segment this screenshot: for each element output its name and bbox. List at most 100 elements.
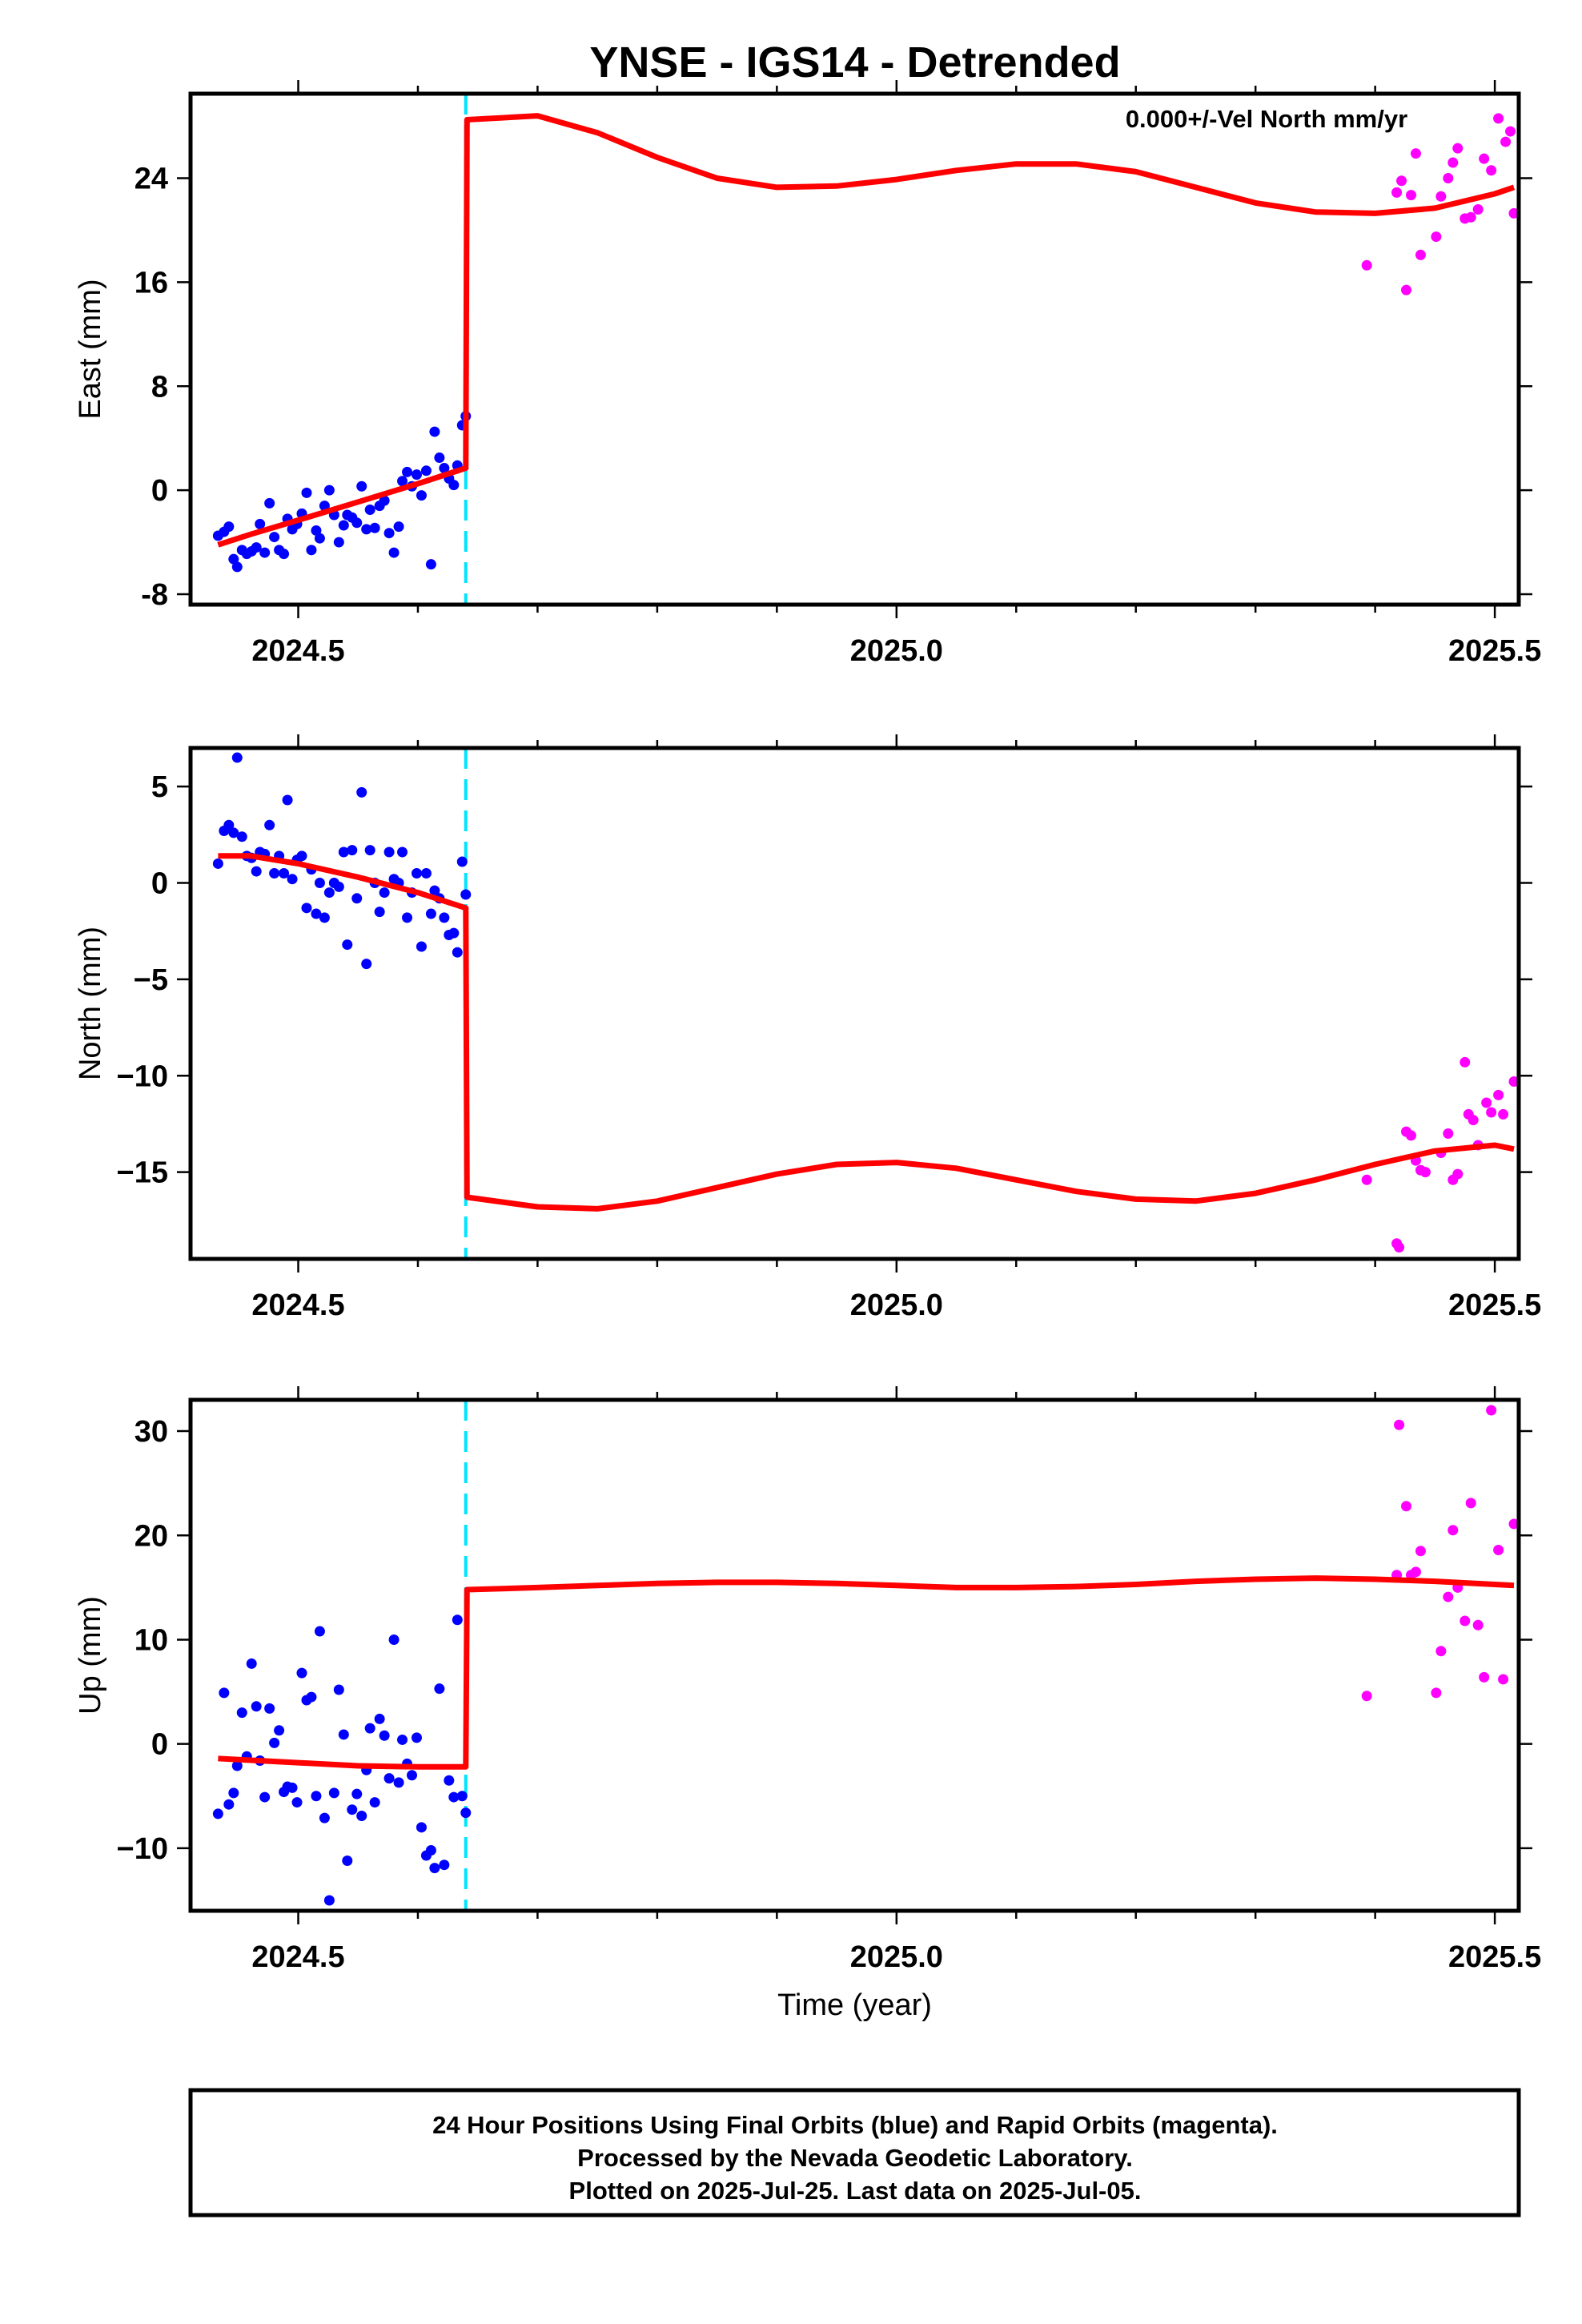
up-final-orbit-point xyxy=(212,1808,223,1819)
up-final-orbit-point xyxy=(351,1788,363,1799)
north-final-orbit-point xyxy=(314,878,325,889)
north-final-orbit-point xyxy=(425,908,436,919)
east-model-curve xyxy=(217,113,1516,548)
footer-line-3: Plotted on 2025-Jul-25. Last data on 202… xyxy=(569,2177,1142,2205)
north-ytick-label: 5 xyxy=(151,770,168,804)
chart-title: YNSE - IGS14 - Detrended xyxy=(589,38,1120,86)
east-rapid-orbit-point xyxy=(1472,203,1484,215)
north-final-orbit-point xyxy=(452,947,463,958)
east-final-orbit-point xyxy=(402,466,413,477)
up-final-orbit-point xyxy=(319,1812,330,1823)
east-final-orbit-point xyxy=(439,463,450,474)
north-final-orbit-point xyxy=(269,867,280,879)
north-ytick-label: −10 xyxy=(117,1059,168,1093)
north-panel: −15 −10 −5 0 5 2024.5 2025.0 2025.5 North (mm) xyxy=(74,734,1541,1322)
north-final-orbit-point xyxy=(323,887,335,899)
up-final-orbit-point xyxy=(452,1614,463,1626)
up-rapid-orbit-point xyxy=(1394,1419,1405,1430)
north-final-orbit-point xyxy=(374,907,385,918)
up-final-orbit-point xyxy=(311,1791,322,1802)
up-final-orbit-point xyxy=(219,1687,230,1699)
footer-frame xyxy=(188,2088,1521,2217)
up-final-orbit-point xyxy=(439,1860,450,1871)
up-final-orbit-point xyxy=(274,1725,285,1736)
north-final-orbit-point xyxy=(364,845,375,856)
east-rapid-orbit-point xyxy=(1443,173,1454,184)
up-final-orbit-point xyxy=(379,1730,390,1741)
up-xtick-label: 2025.0 xyxy=(850,1940,943,1974)
north-rapid-orbit-point xyxy=(1394,1242,1405,1253)
east-final-orbit-point xyxy=(379,495,390,506)
up-rapid-orbit-point xyxy=(1493,1544,1504,1555)
up-final-orbit-point xyxy=(251,1701,262,1712)
north-final-orbit-point xyxy=(460,889,472,900)
east-xtick-label: 2024.5 xyxy=(251,634,344,668)
east-rapid-orbit-point xyxy=(1391,187,1403,198)
north-final-orbit-point xyxy=(416,941,427,952)
north-xtick-label: 2024.5 xyxy=(251,1289,344,1322)
north-final-orbit-point xyxy=(296,850,307,862)
east-final-orbit-point xyxy=(279,549,290,560)
north-final-orbit-point xyxy=(212,858,223,869)
up-final-orbit-point xyxy=(246,1658,257,1669)
up-ytick-label: −10 xyxy=(117,1832,168,1866)
up-final-orbit-point xyxy=(323,1895,335,1906)
up-model-curve xyxy=(218,1575,1515,1770)
east-final-orbit-point xyxy=(416,490,427,501)
east-rapid-orbit-point xyxy=(1452,143,1464,154)
north-rapid-orbit-point xyxy=(1486,1107,1497,1118)
north-final-orbit-point xyxy=(231,752,243,763)
east-final-orbit-point xyxy=(269,532,280,543)
north-rapid-orbit-point xyxy=(1468,1115,1479,1126)
east-ytick-label: 24 xyxy=(135,163,168,196)
north-ytick-label: 0 xyxy=(151,867,168,901)
north-plot-area xyxy=(212,748,1519,1259)
footer-box: 24 Hour Positions Using Final Orbits (bl… xyxy=(188,2088,1521,2217)
footer-line-2: Processed by the Nevada Geodetic Laborat… xyxy=(577,2144,1133,2172)
north-final-orbit-point xyxy=(287,874,298,885)
up-ylabel: Up (mm) xyxy=(74,1596,107,1715)
up-final-orbit-point xyxy=(444,1775,455,1786)
east-xtick-label: 2025.5 xyxy=(1448,634,1541,668)
up-rapid-orbit-point xyxy=(1443,1591,1454,1602)
up-panel: −10 0 10 20 30 2024.5 2025.0 2025.5 Up (mm) Time … xyxy=(74,1386,1541,2022)
up-xlabel: Time (year) xyxy=(777,1988,932,2022)
up-rapid-orbit-point xyxy=(1508,1518,1519,1530)
east-final-orbit-point xyxy=(383,528,395,539)
east-final-orbit-point xyxy=(411,469,422,480)
up-rapid-orbit-point xyxy=(1415,1546,1426,1557)
up-final-orbit-point xyxy=(342,1856,353,1867)
north-final-orbit-point xyxy=(439,912,450,923)
north-ytick-label: −15 xyxy=(117,1156,168,1190)
east-velocity-annotation: 0.000+/-Vel North mm/yr xyxy=(1126,105,1407,133)
north-rapid-orbit-point xyxy=(1498,1108,1509,1120)
east-rapid-orbit-point xyxy=(1361,259,1372,271)
east-final-orbit-point xyxy=(361,524,372,535)
east-final-orbit-point xyxy=(255,518,266,529)
up-plot-frame xyxy=(188,1397,1521,1913)
up-final-orbit-point xyxy=(223,1799,235,1810)
north-final-orbit-point xyxy=(351,893,363,904)
east-final-orbit-point xyxy=(448,480,460,491)
east-final-orbit-point xyxy=(259,547,271,558)
north-final-orbit-point xyxy=(347,845,358,856)
up-final-orbit-point xyxy=(416,1822,427,1833)
up-final-orbit-point xyxy=(296,1667,307,1679)
east-final-orbit-point xyxy=(434,452,445,464)
up-final-orbit-point xyxy=(347,1804,358,1815)
east-final-orbit-point xyxy=(356,480,367,492)
east-panel: -8 0 8 16 24 2024.5 2025.0 2025.5 East (mm) 0.000… xyxy=(74,80,1541,668)
north-final-orbit-point xyxy=(361,959,372,970)
up-final-orbit-point xyxy=(393,1777,404,1788)
east-rapid-orbit-point xyxy=(1435,191,1447,202)
east-ytick-label: 16 xyxy=(135,266,168,300)
up-final-orbit-point xyxy=(407,1770,417,1781)
north-final-orbit-point xyxy=(456,856,468,867)
east-final-orbit-point xyxy=(393,521,404,533)
up-final-orbit-point xyxy=(356,1811,367,1822)
east-final-orbit-point xyxy=(311,525,322,536)
up-final-orbit-point xyxy=(425,1844,436,1856)
east-final-orbit-point xyxy=(323,485,335,496)
north-final-orbit-point xyxy=(379,887,390,899)
